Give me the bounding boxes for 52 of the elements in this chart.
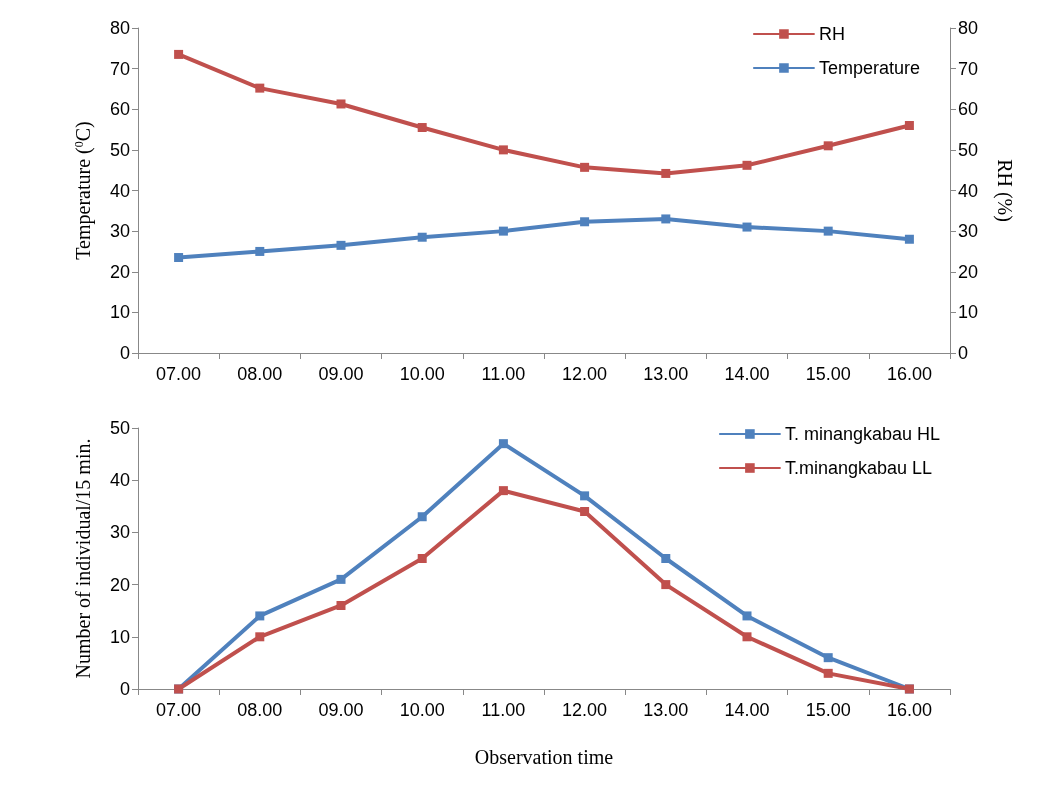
y-tick-label: 40 (109, 470, 130, 491)
x-tick-label: 15.00 (805, 700, 851, 720)
y-tick-label: 20 (109, 261, 130, 282)
y-axis-title: Number of individual/15 min. (72, 438, 94, 679)
x-tick-label: 14.00 (724, 364, 770, 384)
y-tick-label: 50 (109, 139, 130, 160)
legend-label: T.minangkabau LL (784, 458, 933, 478)
x-tick-label: 09.00 (318, 364, 364, 384)
y-tick-label: 60 (109, 99, 130, 120)
y-tick-label: 80 (109, 18, 130, 38)
y-tick-label: 30 (109, 522, 130, 543)
y2-tick-label: 40 (958, 180, 979, 201)
x-tick-label: 12.00 (562, 700, 608, 720)
x-tick-label: 15.00 (805, 364, 851, 384)
x-tick-label: 10.00 (399, 700, 445, 720)
y2-tick-label: 80 (958, 18, 979, 38)
x-axis-title: Observation time (474, 746, 614, 768)
y2-tick-label: 50 (958, 139, 979, 160)
y2-tick-label: 20 (958, 261, 979, 282)
y2-tick-label: 30 (958, 221, 979, 242)
y-tick-label: 30 (109, 221, 130, 242)
x-tick-label: 16.00 (886, 364, 932, 384)
legend-label: T. minangkabau HL (784, 424, 940, 444)
x-tick-label: 16.00 (886, 700, 932, 720)
y-tick-label: 0 (119, 679, 130, 699)
y-tick-label: 40 (109, 180, 130, 201)
x-tick-label: 08.00 (237, 700, 283, 720)
y-tick-label: 70 (109, 58, 130, 79)
x-tick-label: 14.00 (724, 700, 770, 720)
y-tick-label: 0 (119, 343, 130, 363)
x-tick-label: 07.00 (156, 364, 202, 384)
x-tick-label: 07.00 (156, 700, 202, 720)
legend-label: RH (818, 24, 845, 44)
legend-label: Temperature (818, 58, 921, 78)
x-tick-label: 12.00 (562, 364, 608, 384)
y2-axis-title: RH (%) (993, 159, 1016, 222)
x-tick-label: 13.00 (643, 364, 689, 384)
x-tick-label: 11.00 (481, 364, 526, 384)
y2-tick-label: 10 (958, 302, 979, 323)
x-tick-label: 13.00 (643, 700, 689, 720)
x-tick-label: 08.00 (237, 364, 283, 384)
y2-tick-label: 60 (958, 99, 979, 120)
x-tick-label: 10.00 (399, 364, 445, 384)
y-tick-label: 50 (109, 418, 130, 438)
y-tick-label: 20 (109, 574, 130, 595)
y-tick-label: 10 (109, 302, 130, 323)
y2-tick-label: 70 (958, 58, 979, 79)
y-axis-title: Temperature (0C) (72, 121, 95, 260)
y2-tick-label: 0 (958, 343, 969, 363)
y-tick-label: 10 (109, 626, 130, 647)
x-tick-label: 09.00 (318, 700, 364, 720)
x-tick-label: 11.00 (481, 700, 526, 720)
